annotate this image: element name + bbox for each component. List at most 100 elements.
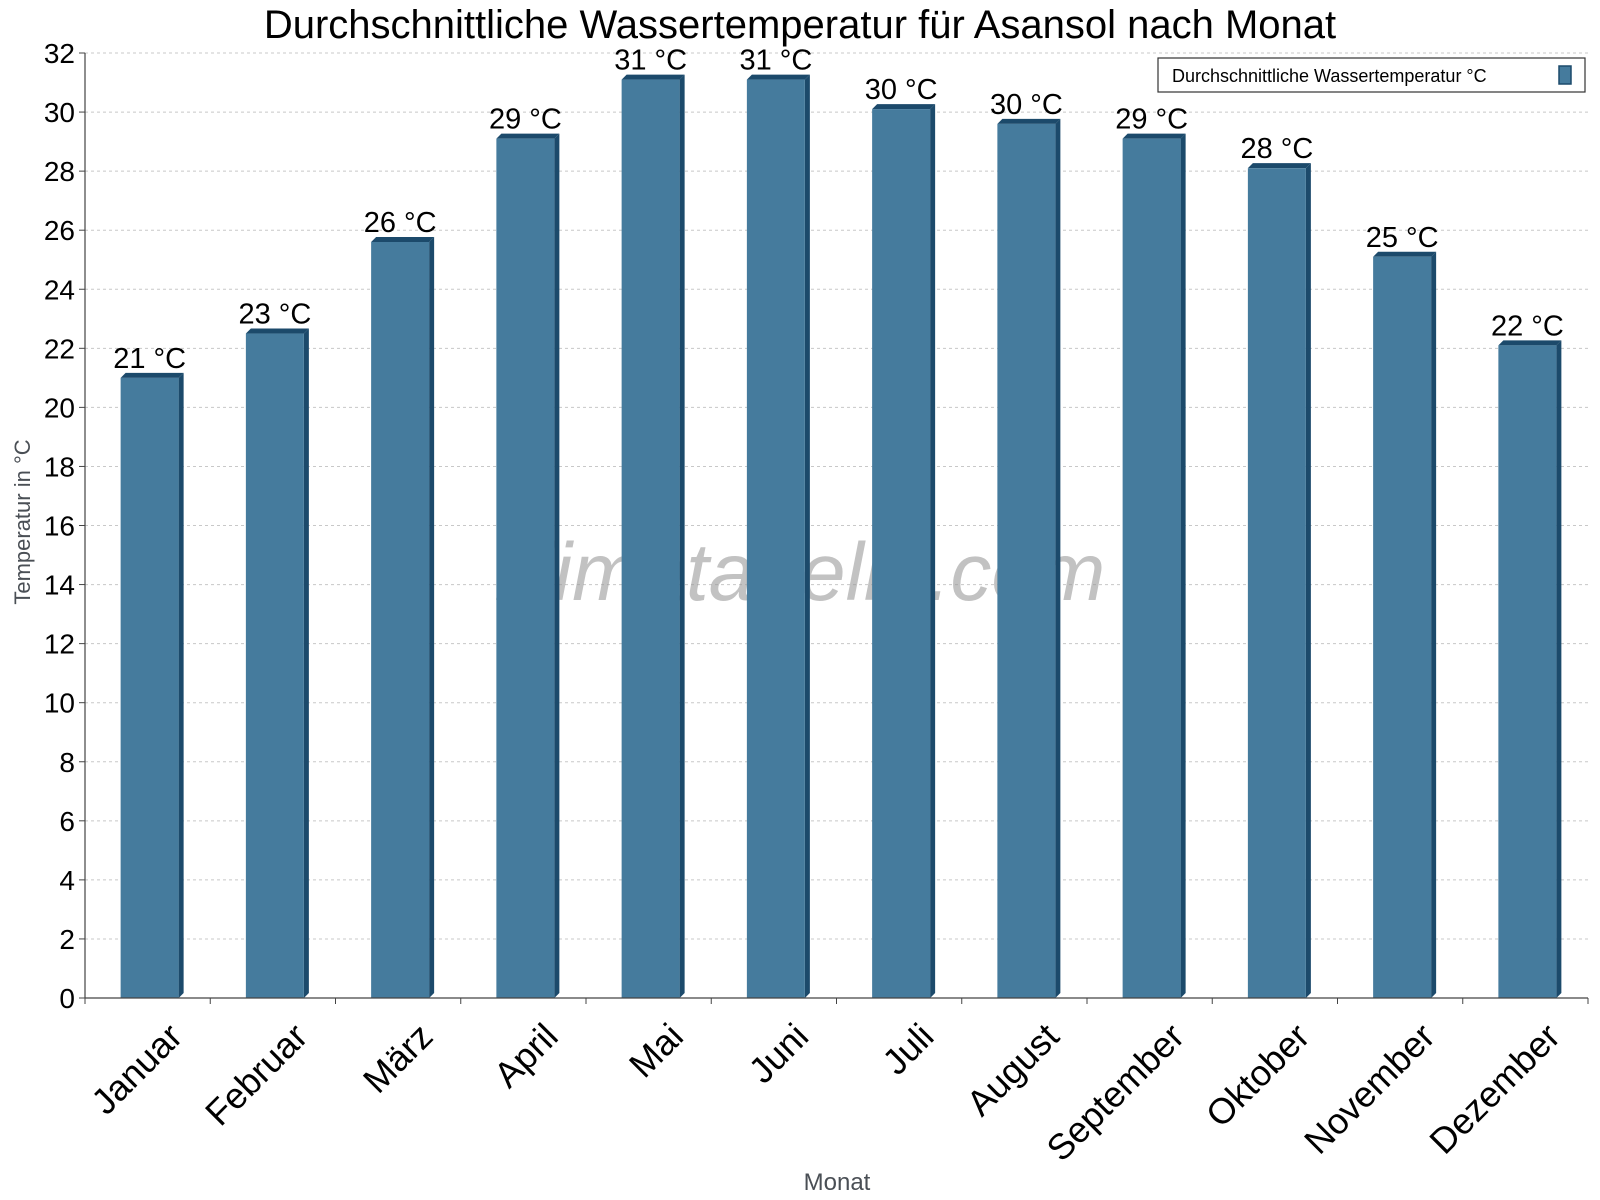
bar	[120, 377, 179, 998]
bar-top	[496, 133, 560, 139]
x-tick-label: Januar	[83, 1015, 190, 1122]
data-label: 29 °C	[489, 104, 562, 136]
x-tick-label: Oktober	[1198, 1015, 1318, 1135]
bar-top	[1122, 133, 1186, 139]
bar-side	[1180, 133, 1186, 998]
bar-side	[679, 74, 685, 998]
bar-group: 25 °C	[1366, 222, 1439, 998]
bar-group: 29 °C	[1115, 104, 1188, 998]
data-label: 31 °C	[739, 45, 812, 77]
bar	[245, 333, 304, 998]
y-tick-label: 22	[44, 333, 75, 364]
bar-top	[1373, 251, 1437, 257]
y-tick-label: 14	[44, 570, 75, 601]
bar-group: 30 °C	[865, 74, 938, 998]
y-tick-label: 24	[44, 274, 75, 305]
bar	[1247, 168, 1306, 998]
bar-side	[1055, 118, 1061, 998]
bar-side	[930, 104, 936, 998]
legend-label: Durchschnittliche Wassertemperatur °C	[1172, 66, 1487, 86]
y-tick-label: 10	[44, 688, 75, 719]
bar-side	[1305, 163, 1311, 998]
bar-side	[1431, 251, 1437, 998]
y-tick-label: 6	[59, 806, 75, 837]
data-label: 21 °C	[113, 343, 186, 375]
x-tick-label: Dezember	[1421, 1015, 1567, 1161]
bar-top	[746, 74, 810, 80]
x-axis-label: Monat	[804, 1169, 871, 1196]
y-tick-label: 26	[44, 215, 75, 246]
x-tick-label: Juli	[874, 1015, 941, 1082]
x-tick-label: Mai	[621, 1015, 691, 1085]
y-tick-label: 16	[44, 511, 75, 542]
y-tick-label: 20	[44, 392, 75, 423]
bar-group: 26 °C	[364, 207, 437, 998]
bar-top	[1498, 340, 1562, 346]
bar-group: 28 °C	[1240, 133, 1313, 998]
bar-top	[1247, 163, 1311, 169]
legend: Durchschnittliche Wassertemperatur °C	[1157, 57, 1586, 93]
bar-group: 29 °C	[489, 104, 562, 998]
bar	[1498, 345, 1557, 998]
data-label: 23 °C	[238, 299, 311, 331]
x-tick-label: Juni	[741, 1015, 817, 1091]
bar-group: 22 °C	[1491, 310, 1564, 998]
bar-top	[371, 237, 435, 242]
bar-side	[178, 372, 184, 998]
data-label: 25 °C	[1366, 222, 1439, 254]
bar-side	[429, 237, 435, 998]
y-tick-label: 30	[44, 97, 75, 128]
x-tick-label: Februar	[197, 1015, 315, 1133]
bar	[496, 138, 555, 998]
bar-group: 21 °C	[113, 343, 186, 998]
y-tick-label: 0	[59, 983, 75, 1014]
y-tick-label: 2	[59, 924, 75, 955]
data-label: 31 °C	[614, 45, 687, 77]
bar-top	[120, 372, 184, 378]
bar	[746, 79, 805, 998]
y-axis-label: Temperatur in °C	[10, 439, 35, 604]
bar-top	[621, 74, 685, 80]
x-tick-label: November	[1296, 1015, 1442, 1161]
bar	[1122, 138, 1181, 998]
bar	[997, 123, 1056, 998]
bar	[621, 79, 680, 998]
bar-group: 31 °C	[614, 45, 687, 998]
x-tick-label: September	[1038, 1015, 1192, 1169]
grid-layer	[85, 52, 1588, 940]
y-tick-label: 32	[44, 38, 75, 69]
bar-top	[997, 118, 1061, 124]
bar	[1373, 256, 1432, 998]
legend-box	[1157, 57, 1586, 93]
bar-group: 23 °C	[238, 299, 311, 998]
y-tick-label: 8	[59, 747, 75, 778]
bar-side	[1556, 340, 1562, 998]
bar	[371, 242, 430, 998]
data-label: 26 °C	[364, 207, 437, 239]
legend-swatch	[1558, 65, 1572, 85]
x-tick-label: März	[355, 1015, 441, 1101]
data-label: 28 °C	[1240, 133, 1313, 165]
bar-side	[554, 133, 560, 998]
y-tick-label: 4	[59, 865, 75, 896]
y-tick-label: 18	[44, 451, 75, 482]
data-label: 30 °C	[865, 74, 938, 106]
chart-title: Durchschnittliche Wassertemperatur für A…	[264, 3, 1336, 47]
x-tick-label: April	[486, 1015, 566, 1095]
x-tick-label: August	[958, 1015, 1066, 1123]
bar	[872, 109, 931, 998]
bar-top	[872, 104, 936, 110]
data-label: 30 °C	[990, 89, 1063, 121]
data-label: 29 °C	[1115, 104, 1188, 136]
bar-side	[804, 74, 810, 998]
y-tick-label: 12	[44, 629, 75, 660]
bar-group: 30 °C	[990, 89, 1063, 998]
y-tick-label: 28	[44, 156, 75, 187]
data-label: 22 °C	[1491, 310, 1564, 342]
bar-group: 31 °C	[739, 45, 812, 998]
bar-side	[303, 328, 309, 998]
bar-top	[245, 328, 309, 334]
bars-layer: 21 °C 23 °C 26 °C 29 °C 31 °C 31 °C 30 °C 30 °C…	[113, 45, 1564, 998]
